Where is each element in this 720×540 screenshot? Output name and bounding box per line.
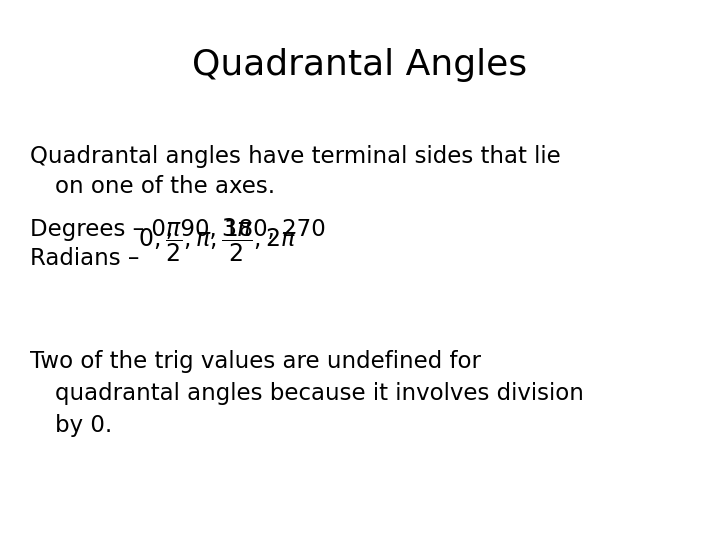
Text: Quadrantal angles have terminal sides that lie: Quadrantal angles have terminal sides th…: [30, 145, 561, 168]
Text: quadrantal angles because it involves division: quadrantal angles because it involves di…: [55, 382, 584, 405]
Text: Radians –: Radians –: [30, 247, 147, 270]
Text: by 0.: by 0.: [55, 414, 112, 437]
Text: on one of the axes.: on one of the axes.: [55, 175, 275, 198]
Text: Degrees – 0, 90, 180, 270: Degrees – 0, 90, 180, 270: [30, 218, 325, 241]
Text: Two of the trig values are undefined for: Two of the trig values are undefined for: [30, 350, 481, 373]
Text: $0, \dfrac{\pi}{2}, \pi, \dfrac{3\pi}{2}, 2\pi$: $0, \dfrac{\pi}{2}, \pi, \dfrac{3\pi}{2}…: [138, 217, 297, 264]
Text: Quadrantal Angles: Quadrantal Angles: [192, 48, 528, 82]
